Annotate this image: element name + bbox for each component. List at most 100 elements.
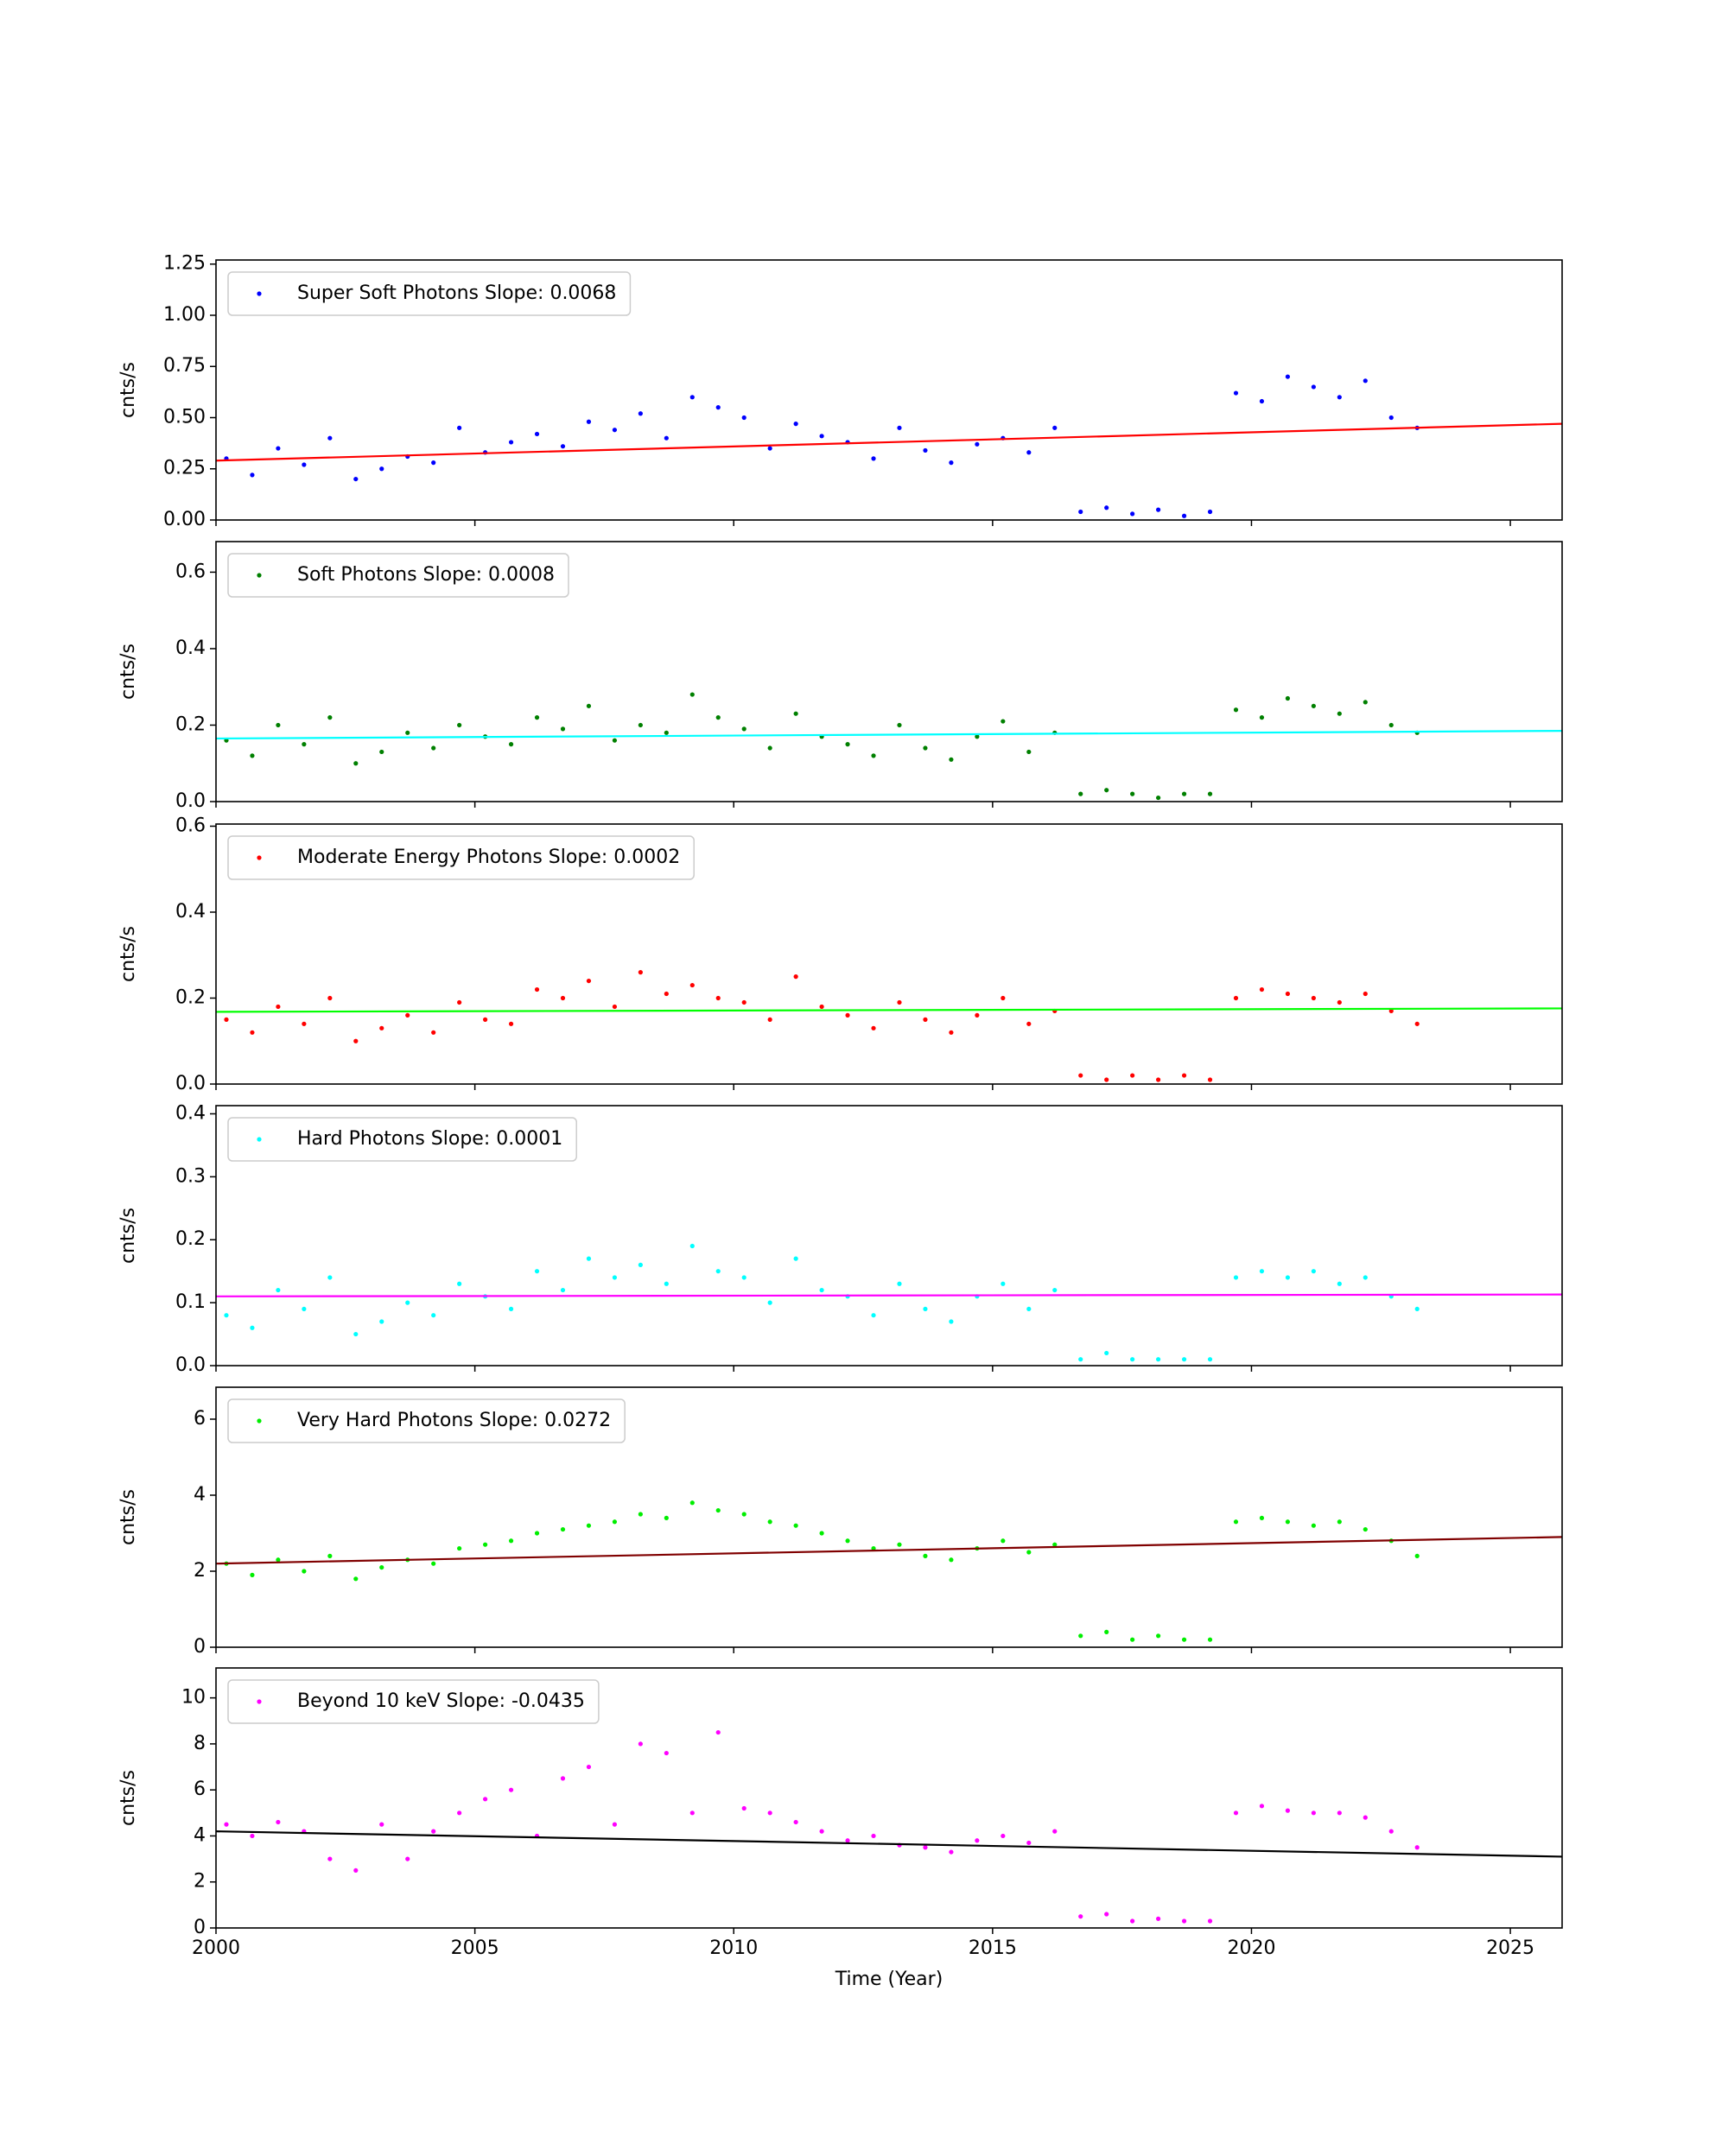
y-tick-label: 0.2: [175, 1228, 206, 1250]
axes-frame: [215, 1386, 1563, 1648]
data-point: [327, 1275, 333, 1280]
data-point: [845, 1012, 850, 1018]
x-tick-label: 2010: [709, 1937, 758, 1959]
data-point: [715, 1507, 721, 1513]
data-point: [741, 1275, 746, 1280]
y-tick-label: 0: [194, 1917, 206, 1938]
data-point: [1181, 1073, 1187, 1078]
data-point: [483, 1542, 488, 1547]
data-point: [224, 1822, 229, 1827]
data-point: [379, 749, 384, 755]
data-point: [1104, 1629, 1109, 1634]
data-point: [1388, 1829, 1394, 1834]
data-point: [923, 1017, 928, 1022]
y-tick-label: 8: [194, 1733, 206, 1754]
data-point: [741, 999, 746, 1005]
data-point: [1104, 505, 1109, 510]
data-point: [871, 1313, 876, 1318]
data-point: [457, 1545, 462, 1551]
data-point: [1311, 384, 1316, 390]
data-point: [250, 1572, 255, 1577]
legend-box: [227, 1117, 577, 1162]
legend-marker: [257, 1418, 262, 1424]
data-point: [1414, 1021, 1420, 1026]
fit-line: [216, 1536, 1562, 1565]
data-point: [1078, 791, 1083, 796]
data-point: [1156, 1633, 1161, 1639]
data-point: [405, 1856, 410, 1861]
data-point: [845, 1838, 850, 1843]
data-point: [793, 974, 798, 980]
data-point: [715, 995, 721, 1001]
data-point: [1311, 703, 1316, 708]
data-point: [405, 1300, 410, 1305]
data-point: [975, 1838, 980, 1843]
y-tick-label: 0.50: [163, 406, 206, 428]
data-point: [949, 460, 954, 466]
data-point: [250, 1325, 255, 1330]
data-point: [224, 1017, 229, 1022]
data-point: [871, 1025, 876, 1030]
data-point: [586, 419, 592, 424]
data-point: [1207, 791, 1213, 796]
y-axis-label: cnts/s: [118, 644, 139, 700]
y-tick-label: 10: [181, 1687, 206, 1709]
data-point: [871, 1545, 876, 1551]
data-point: [949, 1557, 954, 1563]
data-point: [1337, 711, 1342, 716]
data-point: [379, 1564, 384, 1570]
data-point: [353, 1038, 359, 1043]
data-point: [1233, 1810, 1239, 1816]
y-tick-label: 4: [194, 1824, 206, 1846]
data-point: [560, 444, 566, 449]
data-point: [975, 441, 980, 447]
data-point: [276, 446, 281, 451]
data-point: [897, 1542, 902, 1547]
data-point: [1233, 1519, 1239, 1525]
x-tick-label: 2000: [192, 1937, 240, 1959]
legend-box: [227, 553, 569, 598]
legend-label: Hard Photons Slope: 0.0001: [297, 1128, 562, 1150]
data-point: [1130, 1357, 1135, 1362]
data-point: [897, 999, 902, 1005]
data-point: [457, 1810, 462, 1816]
data-point: [1001, 719, 1006, 724]
y-tick-label: 1.25: [163, 253, 206, 275]
data-point: [923, 447, 928, 453]
plot-area: [216, 1500, 1562, 1642]
data-point: [819, 1287, 824, 1293]
data-point: [276, 1004, 281, 1010]
data-point: [1207, 509, 1213, 515]
axes-frame: [215, 259, 1563, 521]
data-point: [1363, 991, 1368, 997]
legend-marker: [257, 573, 262, 578]
data-point: [1388, 415, 1394, 421]
data-point: [1207, 1077, 1213, 1082]
data-point: [612, 738, 618, 743]
data-point: [1130, 1918, 1135, 1924]
data-point: [689, 1243, 695, 1249]
data-point: [923, 1845, 928, 1850]
x-tick-label: 2015: [969, 1937, 1017, 1959]
data-point: [327, 435, 333, 441]
legend-box: [227, 271, 632, 316]
data-point: [767, 1810, 772, 1816]
data-point: [793, 1819, 798, 1825]
data-point: [897, 1281, 902, 1286]
data-point: [431, 1313, 436, 1318]
data-point: [923, 745, 928, 751]
data-point: [1233, 995, 1239, 1001]
data-point: [1207, 1918, 1213, 1924]
data-point: [302, 1021, 307, 1026]
data-point: [638, 1741, 643, 1747]
y-axis-label: cnts/s: [118, 362, 139, 418]
data-point: [379, 1025, 384, 1030]
data-point: [1337, 999, 1342, 1005]
data-point: [741, 726, 746, 732]
data-point: [534, 1269, 540, 1274]
data-point: [819, 1531, 824, 1536]
data-point: [1388, 1008, 1394, 1014]
data-point: [586, 1764, 592, 1770]
data-point: [1414, 1845, 1420, 1850]
